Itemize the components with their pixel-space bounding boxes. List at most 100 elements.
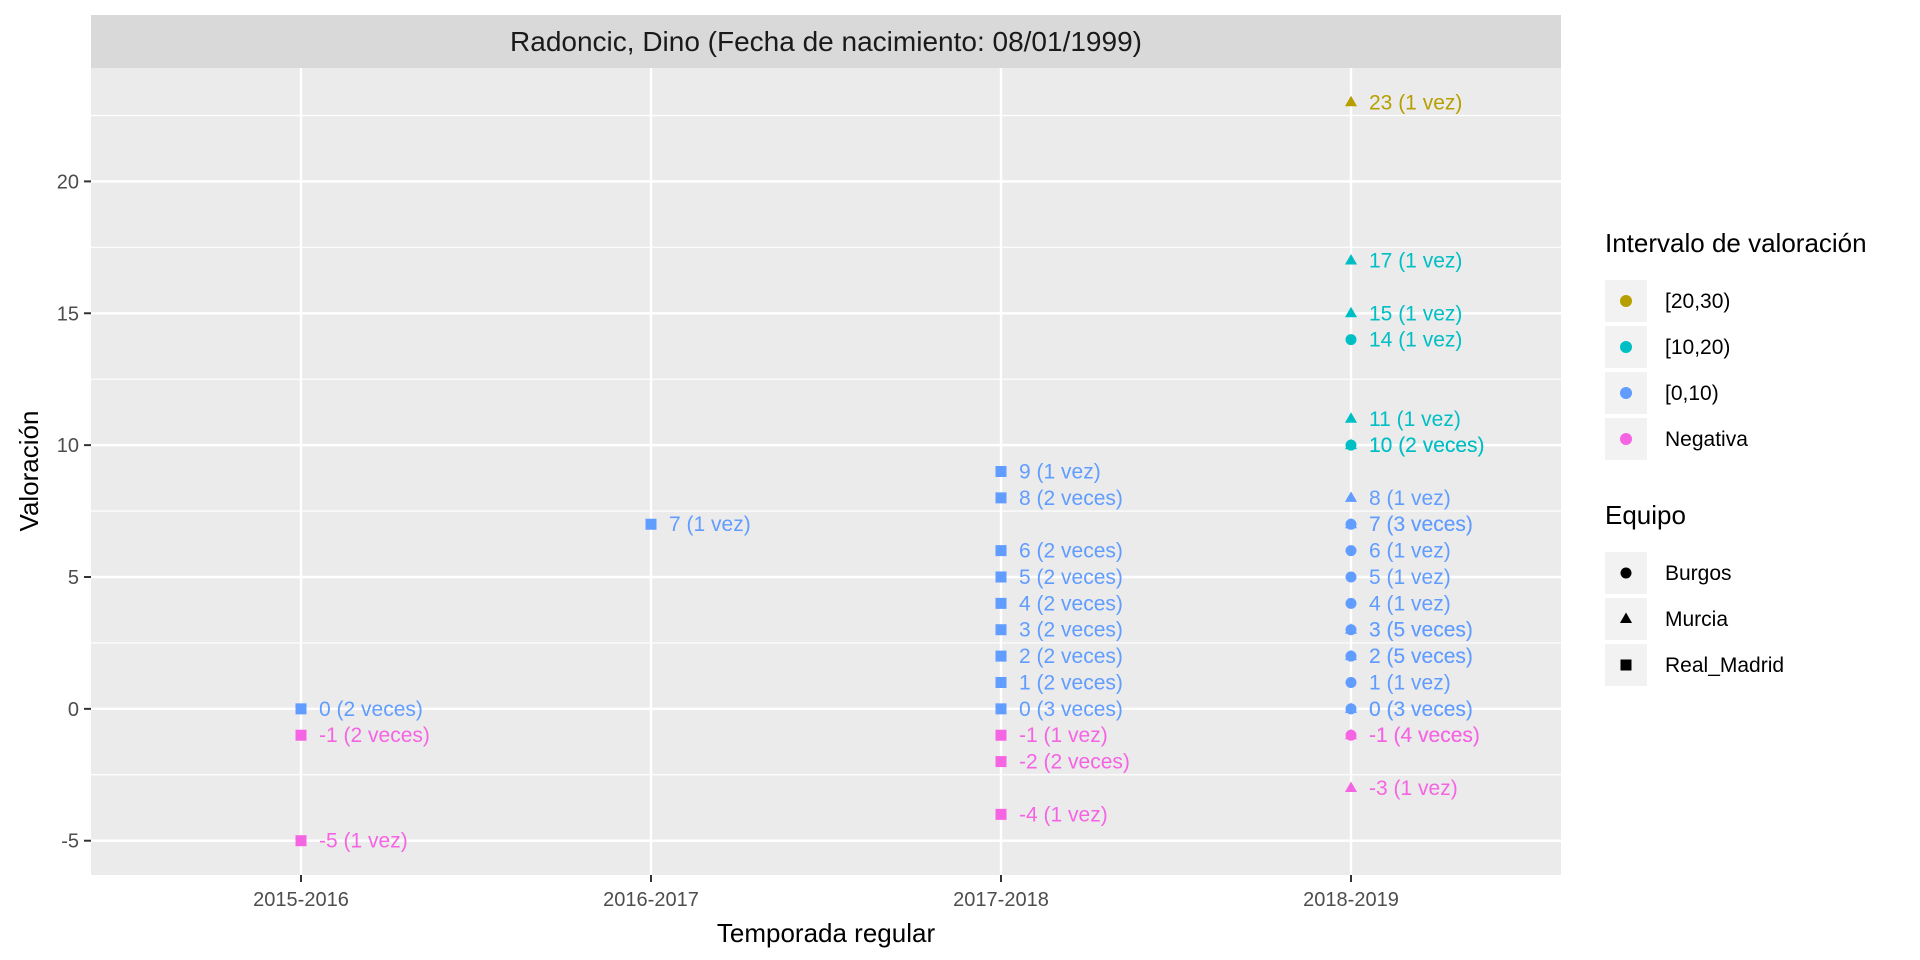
data-point bbox=[995, 729, 1007, 741]
legend-swatch bbox=[1620, 433, 1632, 445]
data-point bbox=[295, 703, 307, 715]
data-label: 5 (1 vez) bbox=[1369, 566, 1451, 589]
data-label: 17 (1 vez) bbox=[1369, 250, 1462, 273]
data-labels: 0 (2 veces) -1 (2 veces) -5 (1 vez) 7 (1 ve… bbox=[319, 91, 1485, 852]
legend-label: [0,10) bbox=[1665, 382, 1719, 405]
data-point bbox=[995, 571, 1007, 583]
data-point bbox=[1345, 545, 1357, 557]
data-label: 0 (2 veces) bbox=[319, 698, 423, 721]
data-label: 7 (3 veces) bbox=[1369, 513, 1473, 536]
data-label: 0 (3 veces) bbox=[1369, 698, 1473, 721]
data-label: 7 (1 vez) bbox=[669, 513, 751, 536]
data-point bbox=[295, 835, 307, 847]
data-label: 0 (3 veces) bbox=[1019, 698, 1123, 721]
data-point bbox=[1344, 254, 1358, 265]
data-label: 4 (2 veces) bbox=[1019, 592, 1123, 615]
y-tick-label: 20 bbox=[57, 171, 79, 193]
data-point bbox=[995, 756, 1007, 768]
data-point bbox=[295, 729, 307, 741]
data-point bbox=[1344, 412, 1358, 423]
data-point bbox=[995, 545, 1007, 557]
legend-swatch bbox=[1620, 341, 1632, 353]
legend: Intervalo de valoración [20,30) [10,20) [0,… bbox=[1605, 228, 1867, 686]
chart-title: Radoncic, Dino (Fecha de nacimiento: 08/… bbox=[510, 26, 1142, 57]
data-label: -2 (2 veces) bbox=[1019, 751, 1130, 774]
data-label: 2 (5 veces) bbox=[1369, 645, 1473, 668]
data-label: -1 (1 vez) bbox=[1019, 724, 1108, 747]
data-point bbox=[995, 466, 1007, 477]
x-tick-label: 2017-2018 bbox=[953, 889, 1049, 911]
data-label: 10 (2 veces) bbox=[1369, 434, 1485, 457]
data-point bbox=[1344, 306, 1358, 318]
data-point bbox=[1344, 491, 1358, 502]
data-point bbox=[1345, 597, 1357, 609]
y-tick-label: -5 bbox=[61, 831, 79, 853]
data-label: 6 (2 veces) bbox=[1019, 540, 1123, 563]
data-point bbox=[1344, 95, 1358, 107]
y-tick-label: 10 bbox=[57, 435, 79, 457]
data-point bbox=[1344, 438, 1358, 450]
data-point bbox=[1345, 571, 1357, 583]
data-label: 10 (2 veces) bbox=[1369, 434, 1485, 457]
facet-strip bbox=[91, 15, 1561, 68]
x-tick-label: 2015-2016 bbox=[253, 889, 349, 911]
data-point bbox=[1345, 676, 1357, 688]
legend-swatch bbox=[1620, 567, 1632, 579]
data-point bbox=[1345, 334, 1357, 346]
data-label: 2 (2 veces) bbox=[1019, 645, 1123, 668]
data-label: 3 (5 veces) bbox=[1369, 619, 1473, 642]
legend-swatch bbox=[1620, 295, 1632, 307]
plot-panel bbox=[91, 68, 1561, 875]
data-point bbox=[1344, 781, 1358, 792]
x-tick-label: 2018-2019 bbox=[1303, 889, 1399, 911]
y-axis-title: Valoración bbox=[14, 411, 44, 532]
data-label: -3 (1 vez) bbox=[1369, 777, 1458, 800]
data-label: 1 (2 veces) bbox=[1019, 671, 1123, 694]
data-label: 8 (2 veces) bbox=[1019, 487, 1123, 510]
data-label: 15 (1 vez) bbox=[1369, 302, 1462, 325]
y-tick-label: 0 bbox=[68, 699, 79, 721]
legend-label: [10,20) bbox=[1665, 336, 1730, 359]
data-point bbox=[1345, 624, 1357, 636]
legend-label: Burgos bbox=[1665, 562, 1732, 585]
data-label: 9 (1 vez) bbox=[1019, 461, 1101, 484]
data-point bbox=[1345, 729, 1357, 741]
data-label: 8 (1 vez) bbox=[1369, 487, 1451, 510]
data-label: 6 (1 vez) bbox=[1369, 540, 1451, 563]
data-label: 7 (3 veces) bbox=[1369, 513, 1473, 536]
legend-swatch bbox=[1620, 387, 1632, 399]
data-label: 4 (1 vez) bbox=[1369, 592, 1451, 615]
data-point bbox=[995, 703, 1007, 715]
legend-swatch bbox=[1620, 659, 1632, 671]
data-point bbox=[1345, 703, 1357, 715]
x-tick-label: 2016-2017 bbox=[603, 889, 699, 911]
data-point bbox=[995, 624, 1007, 636]
data-label: 5 (2 veces) bbox=[1019, 566, 1123, 589]
legend-title: Intervalo de valoración bbox=[1605, 228, 1867, 258]
data-point bbox=[995, 597, 1007, 609]
x-axis-title: Temporada regular bbox=[717, 918, 936, 948]
data-point bbox=[645, 518, 657, 530]
data-label: -1 (2 veces) bbox=[319, 724, 430, 747]
data-label: 11 (1 vez) bbox=[1369, 408, 1461, 431]
data-label: -5 (1 vez) bbox=[319, 830, 408, 853]
data-label: -4 (1 vez) bbox=[1019, 803, 1108, 826]
data-label: 3 (5 veces) bbox=[1369, 619, 1473, 642]
data-point bbox=[1345, 518, 1357, 530]
data-label: 2 (5 veces) bbox=[1369, 645, 1473, 668]
data-label: 0 (3 veces) bbox=[1369, 698, 1473, 721]
y-tick-label: 5 bbox=[68, 567, 79, 589]
y-tick-label: 15 bbox=[57, 303, 79, 325]
data-label: 14 (1 vez) bbox=[1369, 329, 1462, 352]
legend-title: Equipo bbox=[1605, 500, 1686, 530]
data-label: 23 (1 vez) bbox=[1369, 91, 1462, 114]
data-points bbox=[295, 95, 1358, 847]
axes: -5 0 5 10 15 20 2015-2016 2016-2017 2017-2018 201… bbox=[57, 171, 1399, 911]
legend-label: Negativa bbox=[1665, 428, 1748, 451]
data-label: 1 (1 vez) bbox=[1369, 671, 1451, 694]
data-point bbox=[1345, 650, 1357, 662]
data-point bbox=[995, 650, 1007, 662]
data-point bbox=[995, 676, 1007, 688]
data-label: 3 (2 veces) bbox=[1019, 619, 1123, 642]
data-point bbox=[995, 492, 1007, 504]
